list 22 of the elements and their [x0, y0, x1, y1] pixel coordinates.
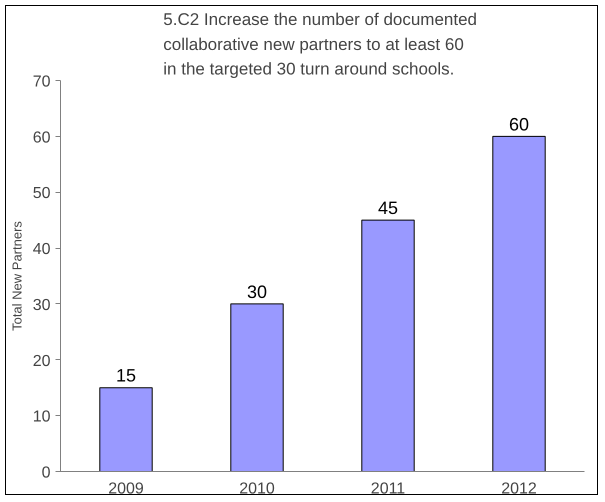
bar	[361, 220, 415, 472]
x-tick-label: 2010	[239, 480, 275, 498]
data-label: 15	[116, 366, 136, 386]
y-tick-label: 0	[42, 464, 51, 482]
bar	[492, 136, 546, 472]
y-tick-label: 40	[32, 241, 51, 258]
x-tick-label: 2009	[108, 480, 144, 498]
y-tick-label: 50	[32, 185, 51, 202]
x-tick-label: 2012	[501, 480, 537, 498]
y-tick-label: 60	[32, 129, 51, 146]
chart-title: 5.C2 Increase the number of documented collaborative new partners to at least 60 in the targeted 30 turn around schools.	[163, 10, 478, 78]
data-label: 60	[508, 114, 530, 134]
y-tick-label: 10	[32, 408, 51, 426]
bar	[99, 387, 153, 472]
data-label: 45	[378, 198, 398, 218]
y-tick-label: 20	[32, 352, 51, 370]
y-axis-title: Total New Partners	[10, 220, 25, 331]
y-tick-label: 70	[32, 74, 51, 90]
bar	[230, 303, 284, 472]
y-tick-label: 30	[32, 296, 51, 314]
data-label: 30	[246, 282, 268, 302]
x-tick-label: 2011	[370, 480, 406, 498]
